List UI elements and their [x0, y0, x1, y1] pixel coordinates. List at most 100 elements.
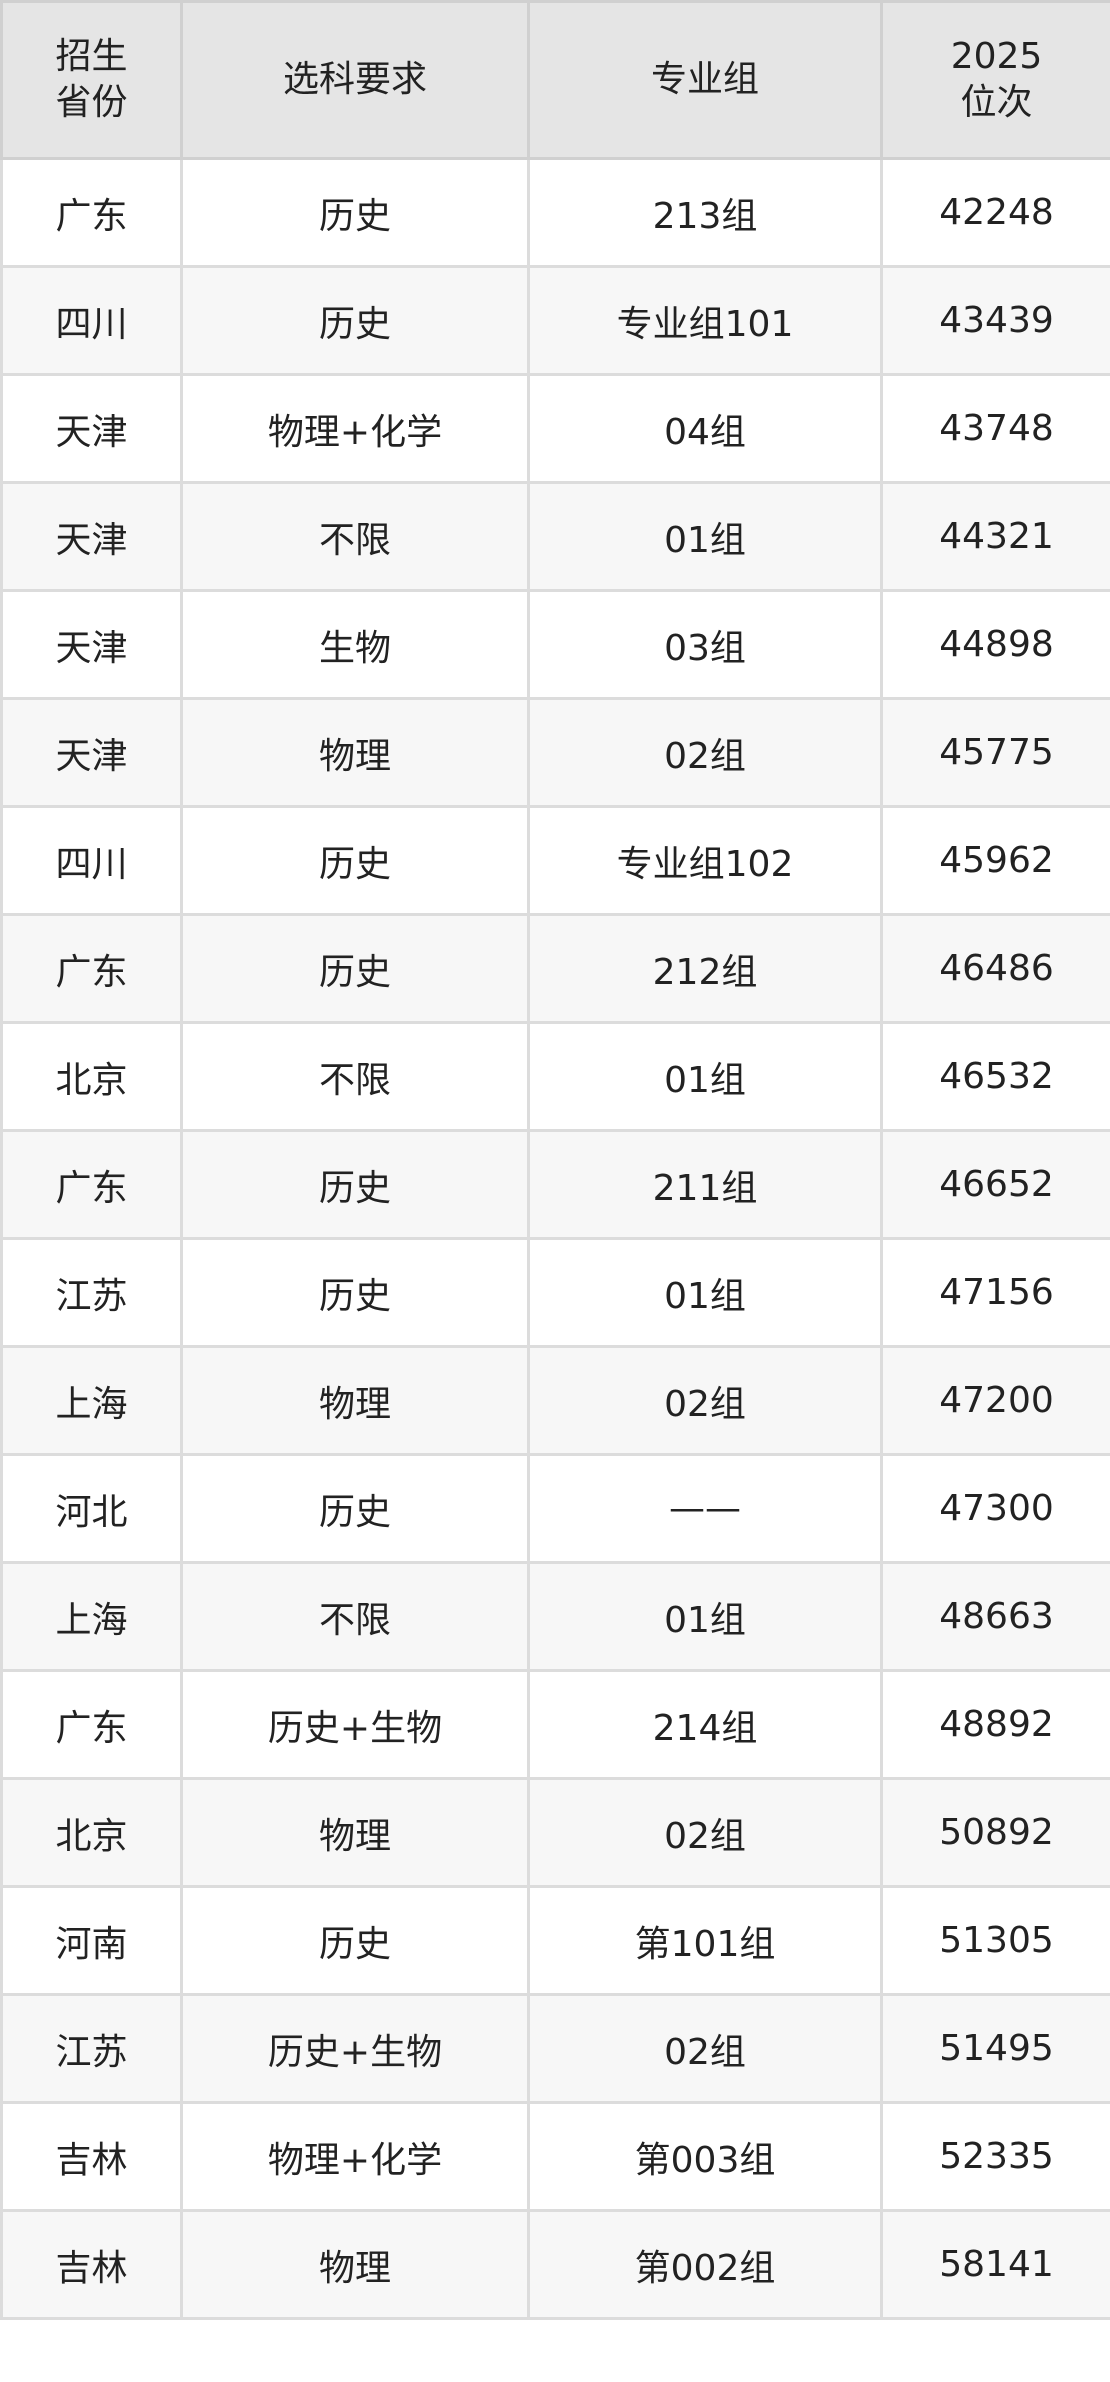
rank-cell: 46486: [880, 913, 1110, 1024]
province-cell: 广东: [0, 913, 183, 1024]
province-cell: 北京: [0, 1021, 183, 1132]
subject-cell: 物理: [180, 697, 530, 808]
group-cell: 01组: [527, 1237, 883, 1348]
group-cell: 213组: [527, 157, 883, 268]
rank-cell: 43748: [880, 373, 1110, 484]
header-rank-line1: 2025: [950, 36, 1043, 77]
table-row: 天津 不限 01组 44321: [0, 481, 1110, 592]
group-cell: 01组: [527, 481, 883, 592]
province-cell: 四川: [0, 265, 183, 376]
province-cell: 广东: [0, 157, 183, 268]
rank-cell: 50892: [880, 1777, 1110, 1888]
table-row: 北京 不限 01组 46532: [0, 1021, 1110, 1132]
header-subject: 选科要求: [180, 0, 530, 160]
header-group: 专业组: [527, 0, 883, 160]
province-cell: 天津: [0, 481, 183, 592]
header-province-line2: 省份: [55, 82, 128, 123]
subject-cell: 物理: [180, 1345, 530, 1456]
table-row: 广东 历史 212组 46486: [0, 913, 1110, 1024]
table-row: 河北 历史 —— 47300: [0, 1453, 1110, 1564]
rank-cell: 46652: [880, 1129, 1110, 1240]
province-cell: 吉林: [0, 2101, 183, 2212]
rank-cell: 45962: [880, 805, 1110, 916]
header-province: 招生 省份: [0, 0, 183, 160]
table-row: 北京 物理 02组 50892: [0, 1777, 1110, 1888]
table-row: 天津 物理+化学 04组 43748: [0, 373, 1110, 484]
admission-rank-table: 招生 省份 选科要求 专业组 2025 位次 广东 历史 213组 42248 四川 历史 专业…: [0, 0, 1110, 2320]
table-row: 广东 历史 213组 42248: [0, 157, 1110, 268]
province-cell: 四川: [0, 805, 183, 916]
province-cell: 江苏: [0, 1237, 183, 1348]
group-cell: 03组: [527, 589, 883, 700]
group-cell: 专业组102: [527, 805, 883, 916]
header-province-line1: 招生: [55, 36, 128, 77]
group-cell: 第003组: [527, 2101, 883, 2212]
subject-cell: 历史+生物: [180, 1669, 530, 1780]
group-cell: 第002组: [527, 2209, 883, 2320]
table-row: 江苏 历史+生物 02组 51495: [0, 1993, 1110, 2104]
province-cell: 上海: [0, 1561, 183, 1672]
rank-cell: 58141: [880, 2209, 1110, 2320]
subject-cell: 历史: [180, 1129, 530, 1240]
subject-cell: 历史+生物: [180, 1993, 530, 2104]
rank-cell: 47200: [880, 1345, 1110, 1456]
province-cell: 吉林: [0, 2209, 183, 2320]
group-cell: 02组: [527, 1777, 883, 1888]
table-row: 吉林 物理+化学 第003组 52335: [0, 2101, 1110, 2212]
province-cell: 河北: [0, 1453, 183, 1564]
table-row: 四川 历史 专业组101 43439: [0, 265, 1110, 376]
subject-cell: 物理: [180, 2209, 530, 2320]
table-header-row: 招生省份 选科要求 专业组 2025 位次: [0, 0, 1110, 160]
table-row: 天津 生物 03组 44898: [0, 589, 1110, 700]
province-cell: 北京: [0, 1777, 183, 1888]
rank-cell: 48663: [880, 1561, 1110, 1672]
group-cell: 01组: [527, 1561, 883, 1672]
subject-cell: 历史: [180, 157, 530, 268]
rank-cell: 51305: [880, 1885, 1110, 1996]
rank-cell: 51495: [880, 1993, 1110, 2104]
rank-cell: 44898: [880, 589, 1110, 700]
subject-cell: 生物: [180, 589, 530, 700]
rank-cell: 46532: [880, 1021, 1110, 1132]
province-cell: 天津: [0, 589, 183, 700]
province-cell: 广东: [0, 1129, 183, 1240]
group-cell: 02组: [527, 697, 883, 808]
subject-cell: 历史: [180, 913, 530, 1024]
table-row: 四川 历史 专业组102 45962: [0, 805, 1110, 916]
group-cell: 01组: [527, 1021, 883, 1132]
table-row: 上海 物理 02组 47200: [0, 1345, 1110, 1456]
subject-cell: 历史: [180, 1237, 530, 1348]
rank-cell: 44321: [880, 481, 1110, 592]
group-cell: 214组: [527, 1669, 883, 1780]
header-rank-line2: 位次: [960, 82, 1033, 123]
subject-cell: 物理: [180, 1777, 530, 1888]
group-cell: 211组: [527, 1129, 883, 1240]
group-cell: 04组: [527, 373, 883, 484]
subject-cell: 不限: [180, 481, 530, 592]
rank-cell: 42248: [880, 157, 1110, 268]
province-cell: 广东: [0, 1669, 183, 1780]
subject-cell: 不限: [180, 1561, 530, 1672]
rank-cell: 52335: [880, 2101, 1110, 2212]
table-row: 江苏 历史 01组 47156: [0, 1237, 1110, 1348]
table-row: 广东 历史+生物 214组 48892: [0, 1669, 1110, 1780]
subject-cell: 历史: [180, 1453, 530, 1564]
rank-cell: 47300: [880, 1453, 1110, 1564]
group-cell: 212组: [527, 913, 883, 1024]
rank-cell: 47156: [880, 1237, 1110, 1348]
subject-cell: 不限: [180, 1021, 530, 1132]
group-cell: 第101组: [527, 1885, 883, 1996]
province-cell: 江苏: [0, 1993, 183, 2104]
province-cell: 上海: [0, 1345, 183, 1456]
subject-cell: 历史: [180, 1885, 530, 1996]
table-row: 河南 历史 第101组 51305: [0, 1885, 1110, 1996]
header-rank: 2025 位次: [880, 0, 1110, 160]
rank-cell: 45775: [880, 697, 1110, 808]
group-cell: ——: [527, 1453, 883, 1564]
group-cell: 02组: [527, 1993, 883, 2104]
table-row: 吉林 物理 第002组 58141: [0, 2209, 1110, 2320]
rank-cell: 43439: [880, 265, 1110, 376]
subject-cell: 历史: [180, 805, 530, 916]
table-row: 上海 不限 01组 48663: [0, 1561, 1110, 1672]
subject-cell: 物理+化学: [180, 373, 530, 484]
